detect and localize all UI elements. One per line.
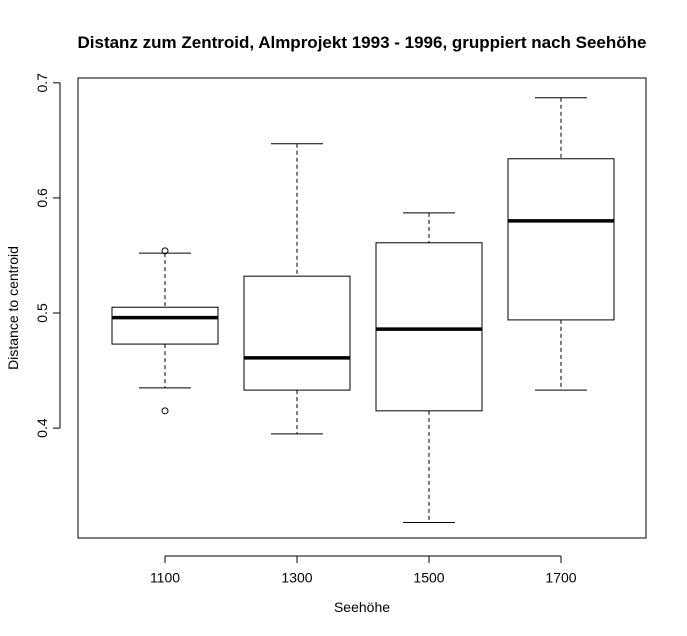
x-tick-label: 1300 — [281, 569, 312, 585]
y-tick-label: 0.4 — [34, 418, 50, 438]
x-tick-label: 1100 — [150, 569, 180, 585]
box-iqr — [507, 158, 615, 321]
y-axis-label: Distance to centroid — [5, 246, 21, 370]
y-tick-label: 0.5 — [34, 303, 50, 323]
box-iqr — [111, 306, 219, 345]
outlier-point — [161, 407, 169, 415]
box-iqr — [375, 242, 483, 412]
chart-title: Distanz zum Zentroid, Almprojekt 1993 - … — [77, 33, 646, 52]
outlier-point — [161, 247, 169, 255]
plot-frame — [77, 77, 647, 539]
x-axis-label: Seehöhe — [334, 599, 390, 615]
y-tick-label: 0.7 — [34, 73, 50, 93]
x-tick-label: 1500 — [413, 569, 444, 585]
chart-marks: 0.4 0.5 0.6 0.7 1100 1300 1500 1700 — [34, 73, 615, 585]
x-tick-label: 1700 — [545, 569, 576, 585]
box-iqr — [243, 275, 351, 391]
y-tick-label: 0.6 — [34, 188, 50, 208]
